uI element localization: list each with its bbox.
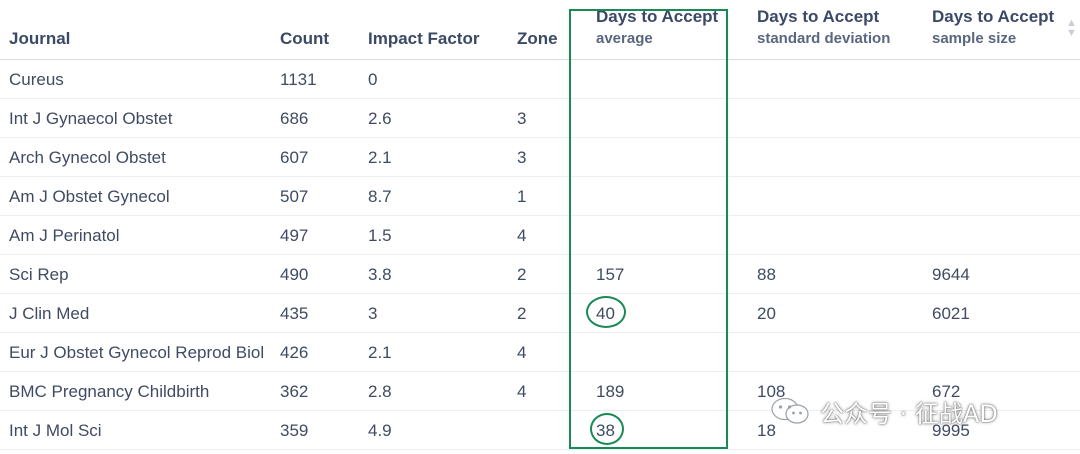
table-row[interactable]: Arch Gynecol Obstet 607 2.1 3 xyxy=(0,138,1080,177)
cell-journal: Am J Perinatol xyxy=(9,226,120,245)
column-header-title: Days to Accept xyxy=(596,7,719,26)
column-header-subtitle: average xyxy=(596,30,653,47)
cell-impact-factor: 2.1 xyxy=(368,148,392,167)
cell-zone: 2 xyxy=(517,265,527,284)
cell-impact-factor: 4.9 xyxy=(368,421,392,440)
column-header-days-sd[interactable]: Days to Accept standard deviation xyxy=(757,7,890,47)
highlight-box xyxy=(569,9,728,449)
cell-journal: Arch Gynecol Obstet xyxy=(9,148,166,167)
table-row[interactable]: Am J Obstet Gynecol 507 8.7 1 xyxy=(0,177,1080,216)
cell-zone: 4 xyxy=(517,226,527,245)
cell-days-average: 157 xyxy=(596,265,625,284)
cell-journal: Eur J Obstet Gynecol Reprod Biol xyxy=(9,343,265,362)
table-row[interactable]: Am J Perinatol 497 1.5 4 xyxy=(0,216,1080,255)
column-header-impact-factor[interactable]: Impact Factor xyxy=(368,29,480,48)
cell-journal: Am J Obstet Gynecol xyxy=(9,187,170,206)
cell-impact-factor: 2.6 xyxy=(368,109,392,128)
cell-impact-factor: 3 xyxy=(368,304,378,323)
cell-count: 435 xyxy=(280,304,309,323)
column-header-journal[interactable]: Journal xyxy=(9,29,71,48)
cell-journal: Int J Mol Sci xyxy=(9,421,102,440)
table-header: Journal Count Impact Factor Zone Days to… xyxy=(0,0,1080,60)
table-row[interactable]: BMC Pregnancy Childbirth 362 2.8 4 189 108 672 xyxy=(0,372,1080,411)
cell-zone: 3 xyxy=(517,109,527,128)
cell-journal: Cureus xyxy=(9,70,64,89)
table-row[interactable]: J Clin Med 435 3 2 40 20 6021 xyxy=(0,294,1080,333)
table-row[interactable]: Eur J Obstet Gynecol Reprod Biol 426 2.1 4 xyxy=(0,333,1080,372)
sort-arrows-icon[interactable]: ▲ ▼ xyxy=(1066,17,1077,39)
cell-zone: 4 xyxy=(517,382,527,401)
cell-count: 507 xyxy=(280,187,309,206)
cell-days-average: 189 xyxy=(596,382,625,401)
table-row[interactable]: Cureus 1131 0 xyxy=(0,60,1080,99)
highlight-circle xyxy=(590,413,624,445)
cell-count: 686 xyxy=(280,109,309,128)
table-row[interactable]: Int J Gynaecol Obstet 686 2.6 3 xyxy=(0,99,1080,138)
cell-impact-factor: 2.8 xyxy=(368,382,392,401)
column-header-count[interactable]: Count xyxy=(280,29,330,48)
cell-impact-factor: 2.1 xyxy=(368,343,392,362)
column-header-subtitle: sample size xyxy=(932,30,1017,47)
cell-zone: 3 xyxy=(517,148,527,167)
column-header-subtitle: standard deviation xyxy=(757,30,891,47)
cell-count: 1131 xyxy=(280,70,317,89)
cell-count: 362 xyxy=(280,382,309,401)
highlight-circle xyxy=(586,296,626,328)
cell-days-sd: 18 xyxy=(757,421,776,440)
cell-impact-factor: 1.5 xyxy=(368,226,392,245)
cell-count: 490 xyxy=(280,265,309,284)
cell-count: 359 xyxy=(280,421,309,440)
cell-days-sd: 20 xyxy=(757,304,776,323)
cell-days-sample-size: 6021 xyxy=(932,304,970,323)
cell-count: 497 xyxy=(280,226,309,245)
cell-journal: BMC Pregnancy Childbirth xyxy=(9,382,210,401)
cell-days-sample-size: 672 xyxy=(932,382,961,401)
wechat-icon xyxy=(771,397,809,424)
column-header-days-average[interactable]: Days to Accept average xyxy=(596,7,718,47)
cell-zone: 2 xyxy=(517,304,527,323)
cell-impact-factor: 0 xyxy=(368,70,378,89)
cell-journal: Int J Gynaecol Obstet xyxy=(9,109,173,128)
cell-impact-factor: 8.7 xyxy=(368,187,392,206)
cell-days-sample-size: 9644 xyxy=(932,265,970,284)
watermark-text: 公众号 · 征战AD xyxy=(820,399,998,428)
cell-zone: 1 xyxy=(517,187,527,206)
table-row[interactable]: Sci Rep 490 3.8 2 157 88 9644 xyxy=(0,255,1080,294)
cell-journal: Sci Rep xyxy=(9,265,69,284)
cell-zone: 4 xyxy=(517,343,527,362)
cell-journal: J Clin Med xyxy=(9,304,90,323)
column-header-zone[interactable]: Zone xyxy=(517,29,558,48)
column-header-title: Days to Accept xyxy=(932,7,1055,26)
cell-impact-factor: 3.8 xyxy=(368,265,392,284)
column-header-title: Days to Accept xyxy=(757,7,880,26)
cell-days-sd: 88 xyxy=(757,265,776,284)
cell-count: 426 xyxy=(280,343,309,362)
cell-days-sd: 108 xyxy=(757,382,786,401)
cell-count: 607 xyxy=(280,148,309,167)
watermark: 公众号 · 征战AD xyxy=(770,394,998,428)
cell-days-sample-size: 9995 xyxy=(932,421,970,440)
column-header-days-sample-size[interactable]: Days to Accept sample size xyxy=(932,7,1054,47)
